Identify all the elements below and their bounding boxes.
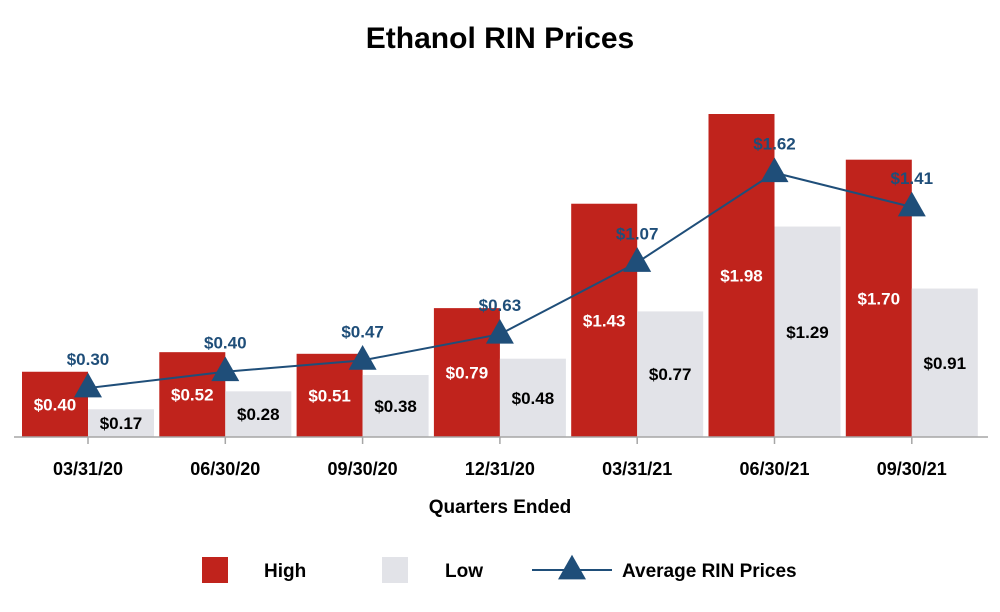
data-label-average: $0.40 — [204, 334, 247, 353]
data-label-low: $0.38 — [374, 397, 417, 416]
data-label-low: $0.28 — [237, 405, 280, 424]
bar-low — [637, 311, 704, 437]
data-label-low: $0.48 — [512, 389, 555, 408]
data-label-average: $1.07 — [616, 224, 659, 243]
x-tick-label: 03/31/20 — [53, 459, 123, 479]
x-axis-label: Quarters Ended — [429, 497, 572, 518]
legend-swatch-high — [202, 557, 228, 583]
x-tick-label: 06/30/20 — [190, 459, 260, 479]
average-point-marker — [74, 372, 102, 398]
data-label-high: $1.98 — [720, 267, 763, 286]
data-label-high: $0.40 — [34, 395, 77, 414]
x-tick-label: 09/30/20 — [328, 459, 398, 479]
bar-low — [225, 391, 292, 437]
average-point-marker — [897, 191, 926, 217]
average-point-marker — [760, 157, 789, 183]
bar-high — [22, 371, 88, 437]
legend-label-low: Low — [445, 561, 483, 582]
bar-low — [499, 358, 566, 437]
data-label-average: $1.41 — [891, 169, 934, 188]
x-tick-label: 03/31/21 — [602, 459, 672, 479]
bar-high — [159, 352, 226, 437]
data-label-high: $1.70 — [858, 289, 901, 308]
data-label-low: $0.17 — [100, 414, 143, 433]
bar-low — [911, 288, 978, 437]
data-label-low: $0.91 — [924, 354, 967, 373]
legend-marker-average — [558, 554, 586, 580]
legend-swatch-low — [382, 557, 408, 583]
data-label-average: $0.47 — [341, 322, 384, 341]
bar-high — [433, 308, 500, 437]
data-labels-layer: $0.40 $0.17 $0.52 $0.28 $0.51 $0.38 $0.79 $0.48… — [34, 135, 966, 433]
bar-high — [571, 203, 638, 437]
bar-high — [708, 114, 775, 437]
chart-title: Ethanol RIN Prices — [366, 22, 634, 55]
bar-low — [774, 226, 841, 437]
bars-layer — [22, 114, 978, 438]
average-point-marker — [623, 247, 652, 272]
data-label-average: $0.30 — [67, 350, 110, 369]
bar-low — [88, 409, 154, 437]
bar-low — [362, 375, 429, 437]
data-label-high: $1.43 — [583, 311, 626, 330]
data-label-high: $0.79 — [446, 364, 489, 383]
data-label-high: $0.51 — [308, 386, 351, 405]
data-label-high: $0.52 — [171, 386, 214, 405]
x-ticks-layer: 03/31/20 06/30/20 09/30/20 12/31/20 03/31/21… — [53, 437, 947, 479]
data-label-average: $1.62 — [753, 135, 796, 154]
x-tick-label: 06/30/21 — [739, 459, 809, 479]
average-line-layer — [74, 157, 926, 398]
data-label-low: $1.29 — [786, 323, 829, 342]
average-point-marker — [211, 356, 240, 382]
data-label-average: $0.63 — [479, 296, 522, 315]
average-point-marker — [485, 318, 514, 344]
x-tick-label: 12/31/20 — [465, 459, 535, 479]
data-label-low: $0.77 — [649, 365, 692, 384]
legend-label-high: High — [264, 561, 306, 582]
average-point-marker — [348, 345, 377, 370]
bar-high — [845, 159, 912, 438]
legend: High Low Average RIN Prices — [202, 554, 797, 583]
x-tick-label: 09/30/21 — [877, 459, 947, 479]
legend-label-average: Average RIN Prices — [622, 561, 797, 582]
